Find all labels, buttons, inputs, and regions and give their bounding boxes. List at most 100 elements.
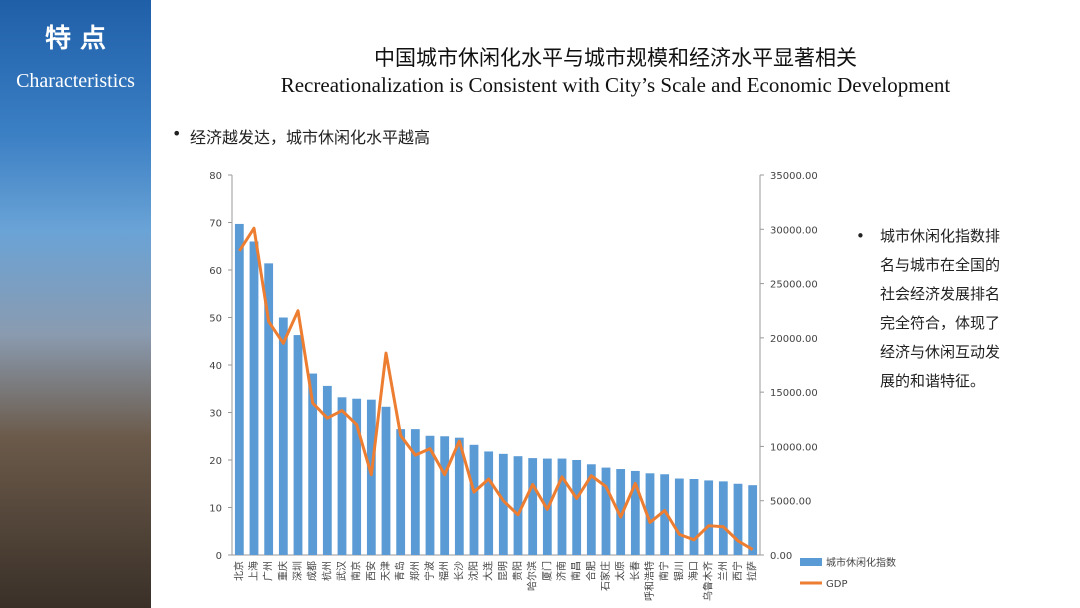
bar <box>601 467 611 555</box>
y2-tick-label: 15000.00 <box>770 388 818 399</box>
x-tick-label: 郑州 <box>408 561 421 581</box>
bar <box>674 478 684 555</box>
legend-label: GDP <box>826 579 847 590</box>
y2-tick-label: 35000.00 <box>770 171 818 182</box>
x-tick-label: 福州 <box>438 561 451 581</box>
bar <box>440 436 450 555</box>
x-tick-label: 太原 <box>614 561 627 581</box>
bar <box>396 429 406 555</box>
bar <box>381 406 391 555</box>
bar <box>249 241 259 555</box>
bar <box>616 469 626 555</box>
x-tick-label: 海口 <box>687 561 700 581</box>
y-tick-label: 40 <box>209 361 222 372</box>
y-tick-label: 10 <box>209 504 222 515</box>
note-line: 完全符合，体现了 <box>880 314 1001 332</box>
x-tick-label: 济南 <box>555 561 568 581</box>
bar <box>425 435 435 555</box>
x-tick-label: 合肥 <box>584 561 597 581</box>
y-tick-label: 50 <box>209 314 222 325</box>
x-tick-label: 银川 <box>672 561 685 581</box>
x-tick-label: 贵阳 <box>511 561 524 581</box>
x-tick-label: 宁波 <box>423 561 436 581</box>
bar <box>660 474 670 555</box>
x-tick-label: 沈阳 <box>467 561 480 581</box>
x-tick-label: 广州 <box>263 561 275 581</box>
x-tick-label: 深圳 <box>292 561 304 581</box>
x-tick-label: 厦门 <box>540 561 553 581</box>
bar <box>469 444 479 555</box>
bar <box>484 451 494 555</box>
x-tick-label: 西安 <box>364 561 377 581</box>
bar <box>572 460 582 555</box>
x-tick-label: 南宁 <box>658 561 671 581</box>
y-tick-label: 80 <box>209 171 222 182</box>
bar <box>498 453 508 555</box>
y-tick-label: 60 <box>209 266 222 277</box>
bar <box>278 317 288 555</box>
line <box>238 226 754 551</box>
legend-swatch <box>800 558 822 566</box>
x-tick-label: 武汉 <box>335 561 348 581</box>
bar <box>352 398 362 555</box>
sidebar-title: 特 点 <box>44 24 107 54</box>
x-tick-label: 天津 <box>380 561 392 581</box>
x-tick-label: 西宁 <box>731 561 744 581</box>
bar <box>689 479 699 555</box>
bar <box>513 456 523 555</box>
y2-tick-label: 30000.00 <box>770 225 818 236</box>
bar <box>337 397 347 555</box>
x-tick-label: 石家庄 <box>599 561 612 591</box>
bar <box>308 373 318 555</box>
bar <box>748 485 758 555</box>
y-tick-label: 20 <box>209 456 222 467</box>
legend-label: 城市休闲化指数 <box>826 556 896 569</box>
x-tick-label: 呼和浩特 <box>644 561 656 601</box>
y2-tick-label: 5000.00 <box>770 497 811 508</box>
note-line: 城市休闲化指数排 <box>880 227 1001 245</box>
bar <box>718 481 728 555</box>
bar <box>293 335 303 555</box>
y-tick-label: 30 <box>209 409 222 420</box>
x-tick-label: 拉萨 <box>746 561 759 581</box>
x-tick-label: 北京 <box>232 561 245 581</box>
note-line: 经济与休闲互动发 <box>880 343 1001 361</box>
bar <box>586 464 596 555</box>
bar <box>733 483 743 555</box>
x-tick-label: 青岛 <box>394 561 407 581</box>
x-tick-label: 杭州 <box>320 561 333 581</box>
bar <box>234 223 244 556</box>
sidebar-subtitle: Characteristics <box>16 70 135 92</box>
x-tick-label: 重庆 <box>276 561 289 581</box>
bar <box>645 473 655 555</box>
bar <box>366 399 376 555</box>
x-tick-label: 成都 <box>307 561 319 581</box>
x-tick-label: 大连 <box>482 561 495 581</box>
bar <box>322 385 332 555</box>
x-tick-label: 上海 <box>247 561 260 581</box>
y2-tick-label: 10000.00 <box>770 442 818 453</box>
note: 城市休闲化指数排名与城市在全国的社会经济发展排名完全符合，体现了经济与休闲互动发… <box>856 222 1001 396</box>
x-tick-label: 昆明 <box>497 561 509 581</box>
note-line: 社会经济发展排名 <box>880 285 1001 303</box>
x-tick-label: 南昌 <box>570 561 583 581</box>
x-tick-label: 哈尔滨 <box>526 561 539 591</box>
bullet: 经济越发达，城市休闲化水平越高 <box>172 124 430 148</box>
bar <box>528 458 538 555</box>
note-line: 名与城市在全国的 <box>880 256 1001 274</box>
note-line: 展的和谐特征。 <box>880 372 986 390</box>
x-tick-label: 兰州 <box>716 561 729 581</box>
y-tick-label: 0 <box>216 551 222 562</box>
y2-tick-label: 20000.00 <box>770 334 818 345</box>
y2-tick-label: 0.00 <box>770 551 792 562</box>
x-tick-label: 长沙 <box>453 561 465 581</box>
bar <box>264 263 274 555</box>
x-tick-label: 乌鲁木齐 <box>702 561 715 601</box>
y2-tick-label: 25000.00 <box>770 280 818 291</box>
bar <box>630 470 640 555</box>
x-tick-label: 长春 <box>629 561 641 581</box>
x-tick-label: 南京 <box>350 561 363 581</box>
bar <box>410 429 420 555</box>
